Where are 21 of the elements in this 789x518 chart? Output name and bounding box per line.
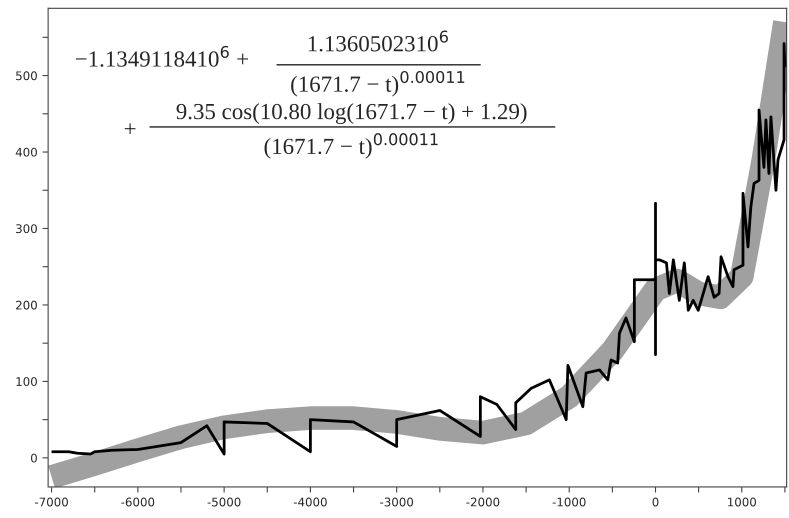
x-tick-label: 1000 [728,498,756,506]
y-tick-label: 200 [16,300,37,310]
x-tick-label: 0 [652,498,658,506]
annotation: (1671.7 − t)$^{0.00011}$ [291,70,464,97]
x-tick-label: -6000 [121,498,154,506]
y-tick-label: 500 [16,71,37,80]
y-tick-label: 100 [16,377,37,386]
x-tick-label: -7000 [35,498,68,506]
annotation: + [124,123,136,134]
x-tick-label: -2000 [466,498,500,506]
y-tick-label: 300 [16,224,37,234]
x-tick-label: -3000 [380,498,414,506]
annotation: −1.1349118410$^{6}$ + [76,46,248,67]
annotation: (1671.7 − t)$^{0.00011}$ [264,133,438,159]
x-tick-label: -5000 [208,498,240,506]
annotation: 1.1360502310$^{6}$ [308,30,448,52]
y-tick-label: 400 [16,148,37,157]
x-tick-label: -1000 [552,498,586,506]
annotation: 9.35 cos(10.80 log(1671.7 − t) + 1.29) [176,103,527,124]
x-tick-label: -4000 [294,498,327,506]
y-tick-label: 0 [30,454,37,463]
